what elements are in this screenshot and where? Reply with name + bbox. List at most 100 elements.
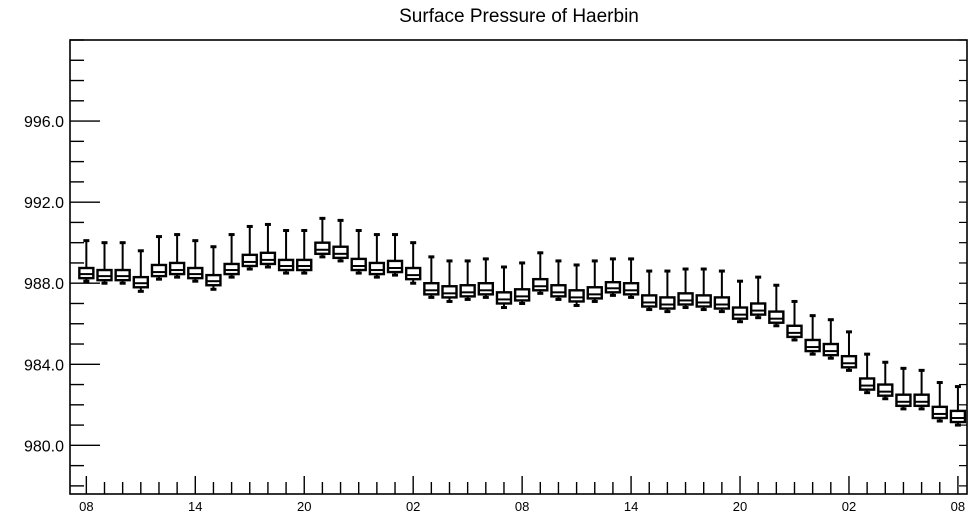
- box-body: [187, 266, 204, 280]
- box-body: [368, 261, 386, 276]
- box-item: [459, 259, 476, 301]
- box-body: [96, 268, 113, 282]
- box-item: [931, 381, 948, 423]
- box-body: [150, 263, 168, 278]
- box-body: [205, 273, 222, 287]
- box-body: [949, 409, 967, 424]
- x-tick-label: 20: [297, 499, 311, 514]
- box-item: [132, 249, 150, 293]
- box-item: [949, 385, 967, 427]
- box-body: [913, 393, 930, 408]
- box-item: [804, 314, 821, 356]
- box-body: [550, 284, 567, 298]
- x-tick-label: 02: [406, 499, 420, 514]
- box-item: [78, 239, 95, 283]
- box-item: [768, 283, 785, 328]
- box-item: [495, 265, 513, 310]
- box-body: [168, 261, 186, 276]
- box-item: [568, 263, 585, 308]
- box-body: [332, 245, 349, 260]
- box-item: [604, 257, 622, 297]
- x-tick-label: 14: [624, 499, 638, 514]
- box-body: [404, 266, 422, 281]
- box-body: [350, 257, 367, 272]
- box-body: [641, 294, 658, 308]
- box-body: [749, 302, 767, 316]
- box-item: [259, 222, 277, 269]
- box-item: [586, 259, 603, 303]
- box-item: [840, 330, 858, 372]
- box-body: [804, 338, 821, 353]
- box-item: [913, 368, 930, 411]
- box-body: [114, 268, 131, 282]
- box-item: [786, 299, 803, 342]
- box-item: [731, 279, 749, 324]
- box-item: [513, 261, 531, 305]
- box-body: [713, 296, 731, 310]
- box-item: [241, 224, 258, 271]
- box-item: [877, 360, 894, 401]
- box-item: [386, 233, 404, 277]
- box-item: [441, 259, 458, 303]
- box-body: [568, 289, 585, 303]
- box-body: [768, 310, 785, 324]
- box-item: [223, 233, 240, 279]
- box-body: [604, 281, 622, 294]
- box-item: [296, 229, 313, 275]
- box-item: [550, 259, 567, 301]
- box-item: [895, 366, 912, 411]
- x-tick-label: 20: [733, 499, 747, 514]
- y-tick-label: 996.0: [24, 114, 64, 131]
- x-tick-label: 08: [79, 499, 93, 514]
- box-body: [314, 241, 331, 256]
- boxes-layer: [78, 216, 967, 427]
- box-body: [840, 354, 858, 369]
- box-body: [622, 282, 640, 296]
- box-body: [532, 277, 549, 292]
- box-item: [205, 245, 222, 291]
- box-item: [659, 269, 676, 314]
- box-item: [368, 233, 386, 279]
- box-body: [858, 377, 876, 391]
- box-item: [641, 269, 658, 312]
- box-body: [296, 258, 313, 272]
- x-tick-label: 08: [515, 499, 529, 514]
- box-body: [386, 259, 404, 274]
- box-item: [822, 318, 840, 360]
- box-item: [150, 235, 168, 281]
- box-item: [332, 218, 349, 263]
- box-body: [477, 282, 495, 296]
- box-body: [822, 342, 840, 357]
- box-item: [695, 267, 712, 312]
- box-item: [532, 251, 549, 295]
- box-body: [423, 282, 440, 296]
- x-tick-label: 14: [188, 499, 202, 514]
- box-body: [731, 306, 749, 320]
- box-item: [96, 241, 113, 285]
- plot-frame: [69, 39, 968, 495]
- box-item: [677, 267, 694, 310]
- box-item: [713, 269, 731, 314]
- box-body: [931, 405, 948, 420]
- box-body: [513, 288, 531, 302]
- box-item: [423, 255, 440, 299]
- box-item: [622, 257, 640, 299]
- x-tick-label: 02: [842, 499, 856, 514]
- box-body: [132, 275, 150, 289]
- y-tick-label: 980.0: [24, 438, 64, 455]
- box-item: [404, 241, 422, 285]
- box-body: [877, 383, 894, 397]
- y-tick-label: 992.0: [24, 195, 64, 212]
- x-tick-label: 08: [951, 499, 965, 514]
- chart-title: Surface Pressure of Haerbin: [399, 6, 639, 27]
- box-item: [277, 229, 295, 275]
- box-item: [477, 257, 495, 299]
- box-item: [114, 241, 131, 285]
- box-body: [223, 262, 240, 276]
- box-item: [187, 239, 204, 283]
- box-item: [314, 216, 331, 259]
- box-body: [241, 253, 258, 268]
- box-body: [259, 251, 277, 266]
- y-tick-label: 988.0: [24, 276, 64, 293]
